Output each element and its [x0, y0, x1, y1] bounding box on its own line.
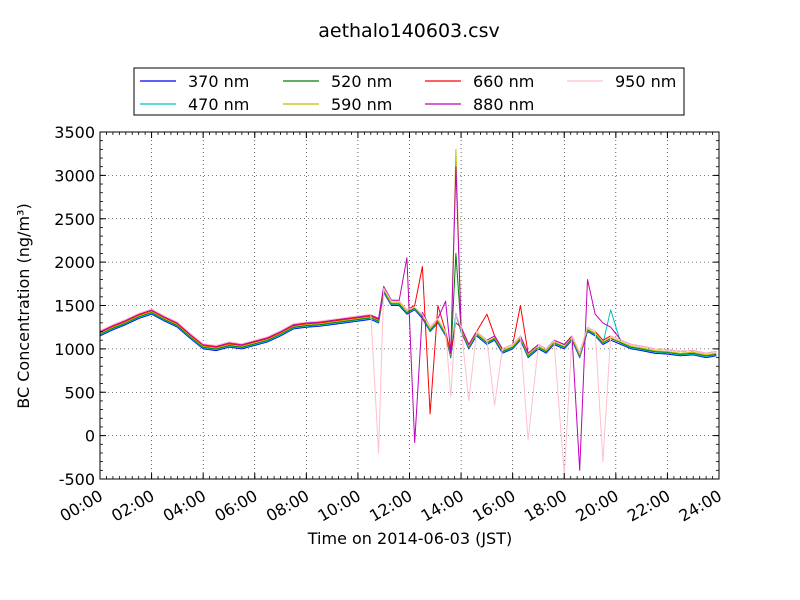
y-tick-label: 0 [85, 427, 95, 446]
x-tick-label: 24:00 [676, 486, 725, 526]
y-tick-label: -500 [59, 470, 95, 489]
chart-title: aethalo140603.csv [318, 20, 500, 42]
legend-label-880-nm: 880 nm [473, 95, 534, 114]
x-tick-label: 10:00 [314, 486, 363, 526]
x-tick-label: 16:00 [469, 486, 518, 526]
series-line-880-nm [99, 166, 717, 471]
legend-items: 370 nm 470 nm 520 nm 590 nm 660 nm 880 nm 950 … [140, 72, 676, 114]
legend-label-660-nm: 660 nm [473, 72, 534, 91]
legend: 370 nm 470 nm 520 nm 590 nm 660 nm 880 nm 950 … [133, 67, 685, 116]
y-tick-label: 1000 [54, 340, 95, 359]
y-tick-label: 3500 [54, 123, 95, 142]
series-line-660-nm [99, 266, 717, 415]
x-tick-label: 14:00 [418, 486, 467, 526]
series-line-470-nm [99, 291, 717, 358]
y-tick-label: 2000 [54, 253, 95, 272]
legend-label-950-nm: 950 nm [615, 72, 676, 91]
x-tick-labels: 00:00 02:00 04:00 06:00 08:00 10:00 12:00 14:00… [57, 486, 725, 526]
legend-label-370-nm: 370 nm [188, 72, 249, 91]
x-axis-label: Time on 2014-06-03 (JST) [307, 529, 512, 548]
x-tick-label: 02:00 [108, 486, 157, 526]
legend-label-470-nm: 470 nm [188, 95, 249, 114]
y-tick-label: 500 [64, 383, 95, 402]
y-tick-label: 2500 [54, 210, 95, 229]
x-tick-label: 12:00 [366, 486, 415, 526]
series-lines [99, 148, 717, 476]
y-axis-label: BC Concentration (ng/m³) [14, 203, 33, 408]
grid [100, 132, 719, 479]
series-line-950-nm [99, 287, 717, 476]
legend-label-520-nm: 520 nm [331, 72, 392, 91]
x-tick-label: 08:00 [263, 486, 312, 526]
x-tick-label: 00:00 [57, 486, 106, 526]
legend-label-590-nm: 590 nm [331, 95, 392, 114]
y-tick-label: 3000 [54, 166, 95, 185]
x-tick-label: 22:00 [624, 486, 673, 526]
x-tick-label: 20:00 [572, 486, 621, 526]
y-tick-label: 1500 [54, 297, 95, 316]
series-line-590-nm [99, 148, 717, 356]
legend-box [133, 67, 685, 116]
x-tick-label: 04:00 [160, 486, 209, 526]
axis-ticks [99, 131, 720, 480]
y-tick-labels: -500 0 500 1000 1500 2000 2500 3000 3500 [54, 123, 95, 489]
series-line-370-nm [99, 292, 717, 359]
x-tick-label: 06:00 [211, 486, 260, 526]
x-tick-label: 18:00 [521, 486, 570, 526]
